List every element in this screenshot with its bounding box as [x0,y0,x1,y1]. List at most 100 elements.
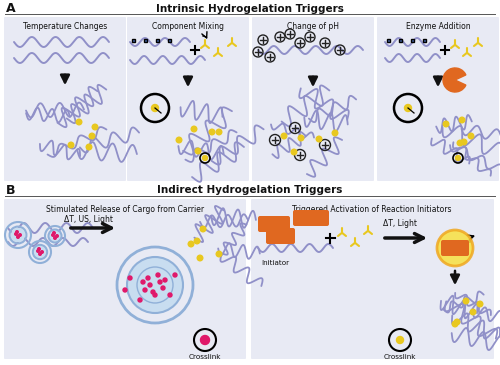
FancyBboxPatch shape [144,39,146,42]
Circle shape [14,233,18,235]
Circle shape [152,104,158,111]
Text: Crosslink: Crosslink [189,354,221,360]
Text: Stimulated Release of Cargo from Carrier: Stimulated Release of Cargo from Carrier [46,205,204,214]
Circle shape [437,230,473,266]
Circle shape [461,139,467,145]
Circle shape [38,248,40,250]
FancyBboxPatch shape [258,216,290,232]
Text: Intrinsic Hydrogelation Triggers: Intrinsic Hydrogelation Triggers [156,4,344,14]
Circle shape [468,133,474,139]
Circle shape [291,149,297,155]
FancyBboxPatch shape [266,228,295,244]
Circle shape [470,309,476,315]
Text: Triggered Activation of Reaction Initiators: Triggered Activation of Reaction Initiat… [292,205,452,214]
Circle shape [200,335,209,345]
Circle shape [18,234,22,236]
Circle shape [457,140,463,146]
Circle shape [173,273,177,277]
Circle shape [202,155,207,161]
Circle shape [332,130,338,136]
FancyBboxPatch shape [377,17,499,181]
Text: ΔT, US, Light: ΔT, US, Light [64,215,112,224]
Circle shape [216,129,222,135]
Circle shape [195,148,201,154]
FancyBboxPatch shape [168,39,170,42]
FancyBboxPatch shape [441,240,469,256]
Circle shape [396,337,404,343]
Circle shape [76,119,82,125]
Circle shape [298,135,304,141]
FancyBboxPatch shape [156,39,158,42]
Circle shape [127,257,183,313]
Circle shape [56,235,58,237]
Circle shape [194,238,200,244]
Circle shape [38,253,42,255]
Circle shape [209,129,215,135]
Circle shape [156,273,160,277]
Circle shape [92,124,98,130]
Circle shape [86,144,92,150]
FancyBboxPatch shape [4,17,126,181]
Circle shape [316,136,322,142]
Circle shape [148,283,152,287]
Circle shape [176,137,182,143]
Text: Component Mixing: Component Mixing [152,22,224,31]
Circle shape [216,251,222,257]
Circle shape [52,232,56,234]
Circle shape [168,293,172,297]
Circle shape [153,293,157,297]
Text: Indirect Hydrogelation Triggers: Indirect Hydrogelation Triggers [158,185,342,195]
Circle shape [123,288,127,292]
Text: B: B [6,184,16,196]
FancyBboxPatch shape [132,39,134,42]
FancyBboxPatch shape [251,199,494,359]
Circle shape [404,104,411,111]
Circle shape [36,250,40,252]
Text: ΔT, Light: ΔT, Light [383,219,417,228]
Circle shape [138,298,142,302]
Wedge shape [443,68,466,92]
Circle shape [477,301,483,307]
Text: Initiator: Initiator [261,260,289,266]
FancyBboxPatch shape [293,210,329,226]
Circle shape [463,298,469,304]
Circle shape [188,241,194,247]
Circle shape [459,117,465,123]
FancyBboxPatch shape [4,199,246,359]
Circle shape [128,276,132,280]
FancyBboxPatch shape [410,39,414,42]
FancyBboxPatch shape [386,39,390,42]
Circle shape [52,234,54,236]
FancyBboxPatch shape [422,39,426,42]
Circle shape [34,246,46,258]
Circle shape [200,226,206,232]
Circle shape [452,321,458,327]
Circle shape [40,251,43,253]
Circle shape [191,126,197,132]
Circle shape [68,142,74,148]
Circle shape [16,236,20,238]
Circle shape [158,280,162,284]
Text: A: A [6,3,16,15]
Text: Enzyme Addition: Enzyme Addition [406,22,470,31]
Circle shape [89,133,95,139]
Circle shape [197,255,203,261]
Circle shape [443,121,449,127]
Circle shape [143,288,147,292]
Circle shape [151,290,155,294]
Text: Temperature Changes: Temperature Changes [23,22,107,31]
Circle shape [16,231,18,233]
Circle shape [50,231,60,242]
FancyBboxPatch shape [252,17,374,181]
Circle shape [281,133,287,139]
Circle shape [163,278,167,282]
Circle shape [54,237,56,239]
Circle shape [454,319,460,325]
Text: Crosslink: Crosslink [384,354,416,360]
Circle shape [456,155,460,161]
Circle shape [161,286,165,290]
Text: Change of pH: Change of pH [287,22,339,31]
Circle shape [141,280,145,284]
Circle shape [146,276,150,280]
Circle shape [11,228,25,242]
